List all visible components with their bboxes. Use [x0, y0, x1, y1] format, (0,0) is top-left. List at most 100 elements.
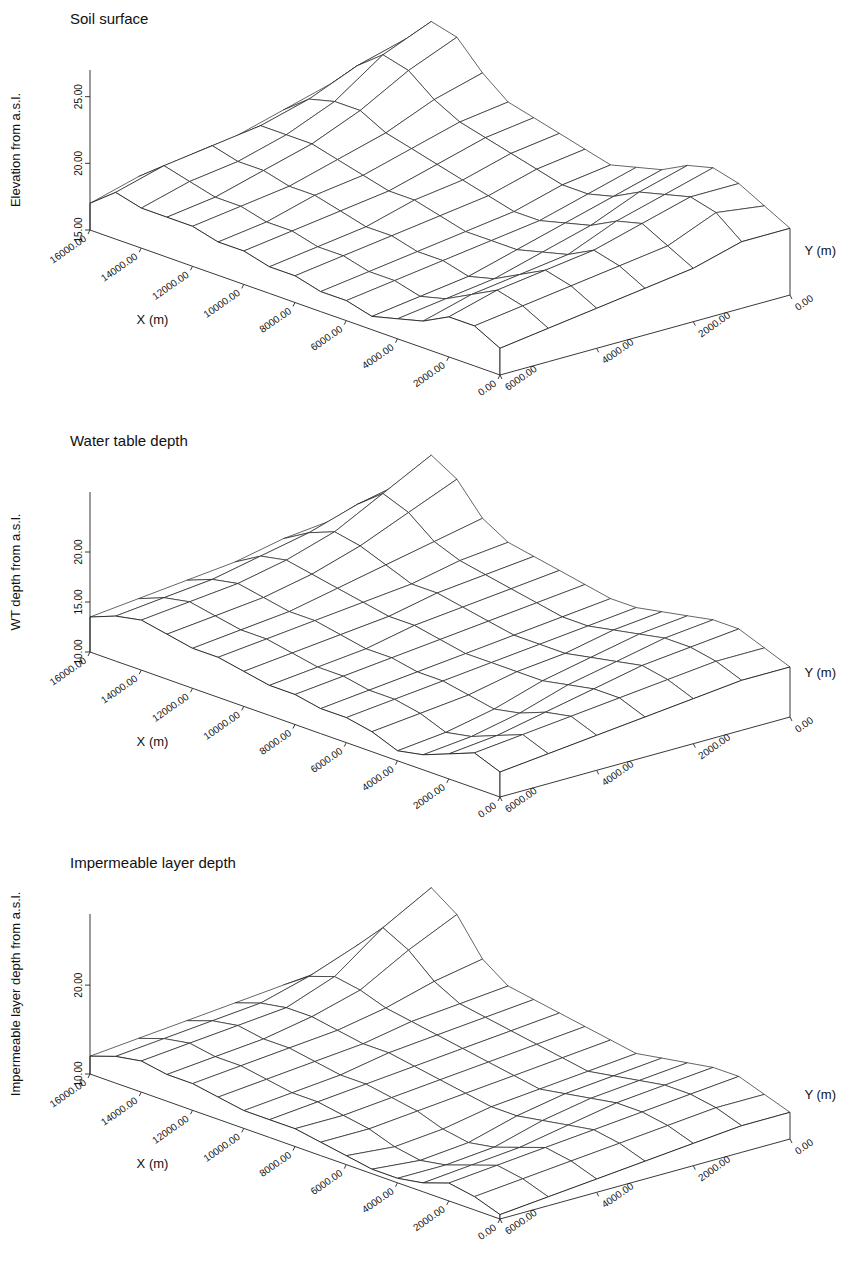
z-tick-label: 20.00 [73, 972, 84, 997]
panel-title: Soil surface [70, 10, 148, 27]
z-axis-line [90, 70, 91, 230]
right-wall [500, 667, 790, 797]
front-wall [90, 616, 500, 797]
x-tick [191, 1110, 193, 1114]
x-tick [139, 670, 141, 674]
x-tick [242, 284, 244, 288]
y-tick-label: 4000.00 [600, 336, 636, 366]
surface-panel: 10.0020.000.002000.004000.006000.008000.… [8, 854, 836, 1242]
y-axis-title: Y (m) [804, 1087, 836, 1102]
y-tick-label: 0.00 [793, 714, 816, 734]
x-tick [344, 321, 346, 325]
x-tick-label: 0.00 [476, 377, 499, 397]
x-tick-label: 16000.00 [48, 1076, 89, 1109]
y-tick-label: 2000.00 [696, 731, 732, 761]
right-wall [500, 1112, 790, 1219]
x-tick-label: 10000.00 [201, 287, 242, 320]
x-tick-label: 4000.00 [360, 341, 396, 371]
x-tick-label: 2000.00 [411, 1203, 447, 1233]
z-tick [85, 652, 90, 653]
x-tick-label: 4000.00 [360, 763, 396, 793]
y-tick [790, 295, 792, 299]
z-axis-line [90, 492, 91, 652]
y-axis-title: Y (m) [804, 665, 836, 680]
right-wall [500, 228, 790, 375]
y-tick-label: 4000.00 [600, 758, 636, 788]
x-tick [88, 652, 90, 656]
y-tick [790, 1139, 792, 1143]
z-tick-label: 15.00 [73, 589, 84, 614]
z-tick-label: 20.00 [73, 150, 84, 175]
surface-panel: 10.0015.0020.000.002000.004000.006000.00… [8, 432, 836, 820]
x-tick [396, 1183, 398, 1187]
y-tick-label: 6000.00 [503, 1207, 539, 1237]
z-tick [85, 602, 90, 603]
figure: 15.0020.0025.000.002000.004000.006000.00… [0, 0, 844, 1264]
axes: 15.0020.0025.000.002000.004000.006000.00… [48, 70, 816, 398]
x-tick-label: 12000.00 [150, 269, 191, 302]
axes: 10.0015.0020.000.002000.004000.006000.00… [48, 492, 816, 820]
x-tick [139, 1092, 141, 1096]
x-tick-label: 16000.00 [48, 654, 89, 687]
x-tick-label: 14000.00 [99, 673, 140, 706]
y-tick [693, 322, 695, 326]
x-tick [191, 266, 193, 270]
x-tick [498, 1219, 500, 1223]
x-tick-label: 2000.00 [411, 359, 447, 389]
x-tick [242, 706, 244, 710]
x-tick-label: 12000.00 [150, 1113, 191, 1146]
y-tick [500, 797, 502, 801]
x-tick-label: 0.00 [476, 799, 499, 819]
x-tick [498, 375, 500, 379]
y-tick-label: 0.00 [793, 1136, 816, 1156]
x-tick-label: 6000.00 [308, 745, 344, 775]
z-axis-title: WT depth from a.s.l. [8, 514, 23, 631]
z-tick [85, 985, 90, 986]
z-tick [85, 1074, 90, 1075]
x-axis-title: X (m) [137, 312, 169, 327]
y-tick [500, 1219, 502, 1223]
x-tick [88, 1074, 90, 1078]
x-tick [88, 230, 90, 234]
y-axis-title: Y (m) [804, 243, 836, 258]
x-tick [447, 357, 449, 361]
y-tick [693, 744, 695, 748]
y-tick [597, 348, 599, 352]
y-tick [693, 1166, 695, 1170]
y-tick [597, 770, 599, 774]
x-tick-label: 14000.00 [99, 251, 140, 284]
surface-panel: 15.0020.0025.000.002000.004000.006000.00… [8, 10, 836, 398]
axes: 10.0020.000.002000.004000.006000.008000.… [48, 914, 816, 1242]
y-tick-label: 0.00 [793, 292, 816, 312]
y-tick-label: 2000.00 [696, 1153, 732, 1183]
x-tick [293, 725, 295, 729]
z-tick [85, 163, 90, 164]
x-tick [139, 248, 141, 252]
x-tick-label: 8000.00 [257, 305, 293, 335]
x-tick [191, 688, 193, 692]
x-tick [396, 339, 398, 343]
x-tick-label: 8000.00 [257, 1149, 293, 1179]
y-tick [790, 717, 792, 721]
x-tick [447, 779, 449, 783]
panel-title: Impermeable layer depth [70, 854, 236, 871]
z-tick [85, 552, 90, 553]
z-tick [85, 96, 90, 97]
y-tick [500, 375, 502, 379]
x-axis-title: X (m) [137, 734, 169, 749]
x-axis-title: X (m) [137, 1156, 169, 1171]
panel-title: Water table depth [70, 432, 188, 449]
x-tick [498, 797, 500, 801]
x-tick [293, 303, 295, 307]
x-tick-label: 6000.00 [308, 1167, 344, 1197]
z-axis-line [90, 914, 91, 1074]
x-tick-label: 16000.00 [48, 232, 89, 265]
z-axis-title: Elevation from a.s.l. [8, 93, 23, 207]
y-tick-label: 2000.00 [696, 309, 732, 339]
z-tick [85, 230, 90, 231]
x-tick [447, 1201, 449, 1205]
y-tick-label: 4000.00 [600, 1180, 636, 1210]
x-tick-label: 6000.00 [308, 323, 344, 353]
x-tick-label: 2000.00 [411, 781, 447, 811]
y-tick-label: 6000.00 [503, 363, 539, 393]
